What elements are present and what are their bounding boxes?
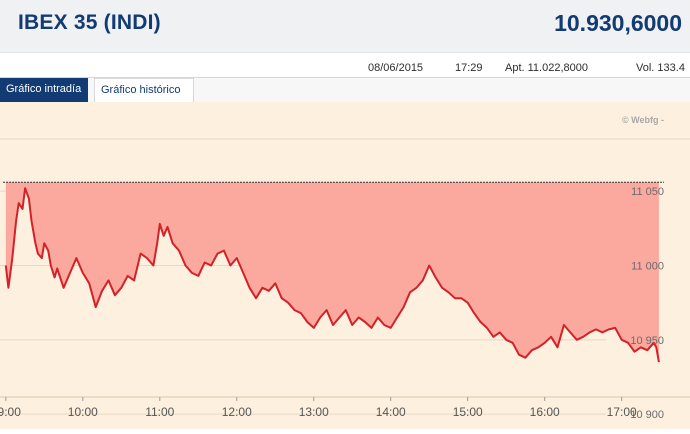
quote-date: 08/06/2015	[368, 62, 424, 74]
index-title: IBEX 35 (INDI)	[18, 11, 161, 34]
x-tick-label: 09:00	[0, 405, 21, 419]
x-tick-label: 17:00	[607, 405, 637, 419]
tab-historical-chart[interactable]: Gráfico histórico	[94, 78, 194, 102]
x-tick-label: 11:00	[145, 405, 174, 419]
y-tick-label: 10 900	[630, 409, 664, 421]
x-tick-label: 16:00	[530, 405, 560, 419]
y-tick-label: 10 950	[630, 335, 664, 347]
quote-time: 17:29	[455, 62, 483, 74]
price-area-fill	[5, 182, 659, 363]
x-tick-label: 10:00	[68, 405, 98, 419]
x-tick-label: 12:00	[222, 405, 252, 419]
y-tick-label: 11 050	[631, 186, 664, 198]
tab-intraday-chart[interactable]: Gráfico intradía	[0, 78, 88, 102]
volume: Vol. 133.4	[636, 62, 685, 74]
opening-price: Apt. 11.022,8000	[505, 62, 588, 74]
intraday-chart: 11 050 11 000 10 950 10 900 09:00 10:00 11:00 1…	[0, 102, 690, 429]
quote-info-bar: 08/06/2015 17:29 Apt. 11.022,8000 Vol. 1…	[0, 53, 690, 78]
x-tick-label: 15:00	[453, 405, 483, 419]
x-tick-label: 14:00	[376, 405, 406, 419]
chart-svg: 11 050 11 000 10 950 10 900 09:00 10:00 11:00 1…	[0, 102, 690, 429]
x-tick-label: 13:00	[299, 405, 329, 419]
y-tick-label: 11 000	[631, 261, 664, 273]
current-price: 10.930,6000	[554, 10, 682, 36]
price-line	[4, 187, 660, 363]
chart-tabs: Gráfico intradía Gráfico histórico	[0, 78, 690, 102]
watermark-text: © Webfg -	[622, 115, 664, 125]
quote-header: IBEX 35 (INDI) 10.930,6000	[0, 0, 690, 53]
